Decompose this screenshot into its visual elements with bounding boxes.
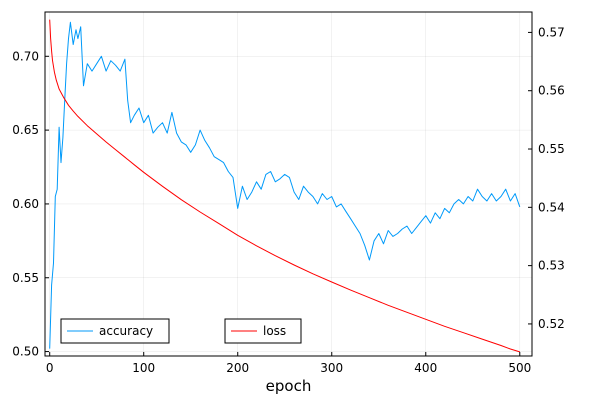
y-right-tick-label: 0.55 bbox=[538, 142, 565, 156]
x-tick-label: 500 bbox=[508, 361, 531, 375]
y-right-tick-label: 0.52 bbox=[538, 317, 565, 331]
y-axis-right-ticks: 0.52 0.53 0.54 0.55 0.56 0.57 bbox=[528, 25, 565, 331]
x-tick-label: 200 bbox=[226, 361, 249, 375]
y-left-tick-label: 0.60 bbox=[12, 197, 39, 211]
y-right-tick-label: 0.54 bbox=[538, 200, 565, 214]
y-left-tick-label: 0.70 bbox=[12, 49, 39, 63]
legend-layer: accuracy loss bbox=[60, 318, 302, 344]
x-axis-label: epoch bbox=[266, 377, 312, 395]
x-tick-label: 300 bbox=[320, 361, 343, 375]
legend-loss: loss bbox=[224, 318, 302, 344]
x-tick-label: 400 bbox=[414, 361, 437, 375]
y-right-tick-label: 0.56 bbox=[538, 84, 565, 98]
y-right-tick-label: 0.57 bbox=[538, 25, 565, 39]
x-tick-label: 100 bbox=[132, 361, 155, 375]
series-line-accuracy bbox=[49, 21, 521, 349]
y-axis-left-ticks: 0.50 0.55 0.60 0.65 0.70 bbox=[12, 49, 49, 359]
grid bbox=[45, 12, 532, 356]
series-layer bbox=[49, 19, 521, 353]
legend-accuracy: accuracy bbox=[60, 318, 170, 344]
plot-frame bbox=[44, 11, 533, 357]
y-left-tick-label: 0.55 bbox=[12, 271, 39, 285]
x-axis-ticks: 0 100 200 300 400 500 bbox=[46, 352, 531, 375]
legend-label: loss bbox=[263, 324, 286, 338]
y-right-tick-label: 0.53 bbox=[538, 259, 565, 273]
y-left-tick-label: 0.50 bbox=[12, 345, 39, 359]
x-tick-label: 0 bbox=[46, 361, 54, 375]
legend-label: accuracy bbox=[99, 324, 153, 338]
series-line-loss bbox=[49, 19, 520, 353]
y-left-tick-label: 0.65 bbox=[12, 123, 39, 137]
